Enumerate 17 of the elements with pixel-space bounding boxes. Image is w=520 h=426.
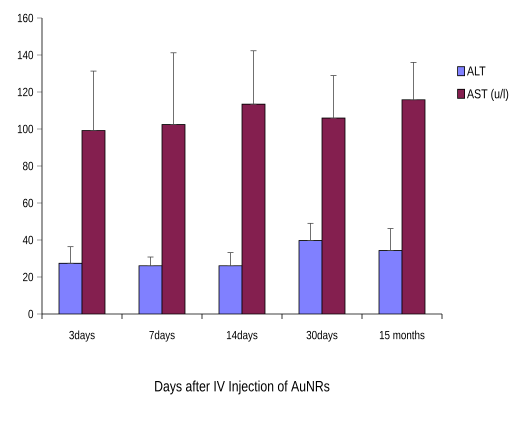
legend-label: ALT [466,66,486,76]
legend-label: AST (u/l) [466,88,508,101]
y-tick-label: 40 [22,236,34,244]
x-tick-label: 7days [149,330,175,342]
y-tick-label: 120 [18,88,34,96]
x-tick-label: 30days [306,330,338,342]
y-tick-label: 80 [23,162,34,170]
x-tick-label: 15 months [380,330,425,340]
y-tick-label: 20 [23,272,34,282]
x-tick-label: 14days [226,330,258,342]
y-tick-label: 0 [28,310,34,318]
y-tick-label: 160 [18,14,34,22]
x-axis-title: Days after IV Injection of AuNRs [155,380,330,394]
y-tick-label: 60 [23,198,34,208]
y-tick-label: 100 [18,124,34,134]
y-tick-label: 140 [18,50,34,60]
x-tick-label: 3days [69,330,95,342]
